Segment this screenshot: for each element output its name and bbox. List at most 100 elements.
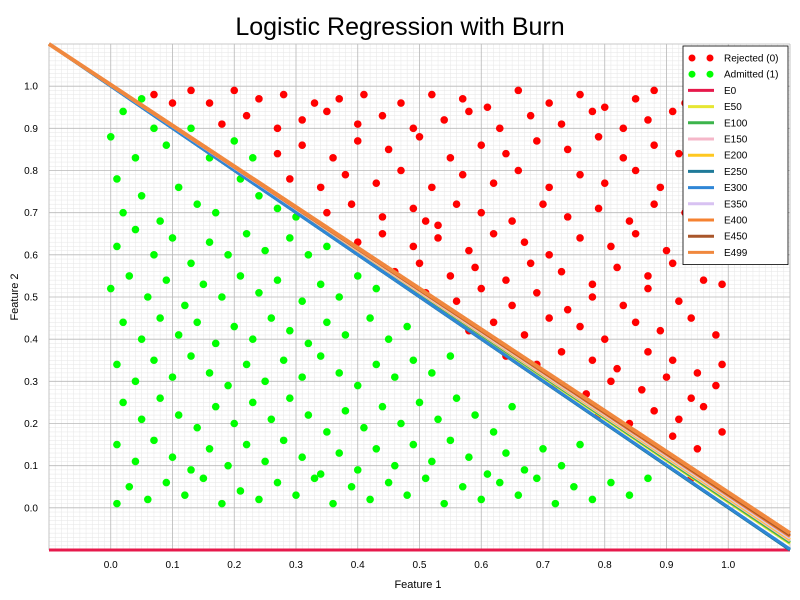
data-point: [508, 217, 516, 225]
y-tick-label: 0.4: [24, 335, 38, 346]
data-point: [656, 326, 665, 335]
data-point: [353, 238, 362, 246]
data-point: [137, 95, 146, 103]
data-point: [347, 482, 356, 491]
data-point: [668, 356, 677, 365]
data-point: [298, 453, 306, 462]
data-point: [360, 90, 368, 99]
data-point: [440, 116, 449, 124]
data-point: [644, 116, 652, 124]
data-point: [650, 86, 658, 95]
data-point: [298, 373, 306, 381]
data-point: [650, 200, 658, 209]
data-point: [113, 499, 121, 508]
data-point: [341, 331, 350, 339]
data-point: [286, 326, 294, 335]
data-point: [718, 280, 726, 289]
data-point: [638, 385, 646, 394]
data-point: [644, 348, 652, 356]
data-point: [668, 432, 677, 440]
data-point: [631, 95, 640, 103]
data-point: [600, 103, 609, 112]
data-point: [403, 322, 411, 331]
data-point: [588, 495, 597, 504]
data-point: [644, 272, 652, 280]
data-point: [341, 170, 350, 179]
data-point: [230, 322, 239, 331]
data-point: [508, 301, 516, 310]
data-point: [514, 491, 523, 499]
data-point: [434, 221, 442, 230]
data-point: [310, 474, 319, 483]
data-point: [156, 394, 164, 403]
data-point: [440, 499, 449, 508]
data-point: [205, 238, 214, 246]
data-point: [384, 478, 393, 487]
legend-label: E350: [724, 199, 748, 210]
data-point: [551, 499, 560, 508]
data-point: [687, 314, 695, 322]
data-point: [205, 445, 214, 453]
data-point: [273, 276, 282, 284]
data-point: [316, 352, 325, 360]
data-point: [508, 402, 516, 411]
data-point: [434, 415, 442, 424]
data-point: [353, 272, 362, 280]
data-point: [168, 373, 177, 381]
data-point: [514, 86, 523, 95]
data-point: [514, 166, 523, 175]
data-point: [539, 200, 547, 209]
data-point: [588, 280, 597, 289]
data-point: [631, 166, 640, 175]
data-point: [131, 377, 140, 386]
data-point: [248, 398, 257, 407]
data-point: [187, 86, 195, 95]
legend: Rejected (0) Admitted (1) E0 E50 E100 E150 E20…: [682, 45, 789, 266]
data-point: [273, 204, 282, 213]
legend-marker: [688, 54, 696, 62]
data-point: [588, 107, 597, 116]
data-point: [162, 478, 171, 487]
x-tick-label: 0.1: [166, 560, 180, 571]
data-point: [415, 398, 424, 407]
data-point: [187, 259, 195, 268]
data-point: [526, 111, 535, 120]
data-point: [563, 145, 572, 154]
data-point: [576, 234, 584, 242]
data-point: [304, 339, 313, 348]
data-point: [712, 331, 720, 339]
data-point: [323, 428, 331, 436]
data-point: [545, 99, 553, 107]
data-point: [495, 124, 504, 133]
data-point: [656, 183, 665, 192]
legend-marker: [706, 70, 714, 78]
data-point: [489, 318, 498, 327]
data-point: [113, 175, 121, 183]
data-point: [119, 208, 127, 217]
data-point: [613, 364, 621, 373]
data-point: [267, 415, 276, 424]
data-point: [471, 263, 479, 272]
data-point: [465, 107, 473, 116]
data-point: [162, 141, 171, 149]
data-point: [600, 179, 609, 187]
data-point: [137, 335, 146, 343]
data-point: [298, 297, 306, 306]
data-point: [545, 314, 553, 322]
data-point: [600, 335, 609, 343]
data-point: [286, 234, 294, 242]
data-point: [687, 394, 695, 403]
y-axis-label: Feature 2: [9, 273, 21, 320]
data-point: [650, 141, 658, 149]
data-point: [125, 272, 134, 280]
data-point: [625, 217, 634, 225]
data-point: [378, 213, 387, 221]
data-point: [323, 208, 331, 217]
data-point: [292, 491, 300, 499]
data-point: [662, 373, 671, 381]
data-point: [557, 461, 566, 470]
data-point: [304, 411, 313, 419]
data-point: [255, 95, 263, 103]
x-axis-label: Feature 1: [394, 579, 441, 591]
data-point: [557, 348, 566, 356]
